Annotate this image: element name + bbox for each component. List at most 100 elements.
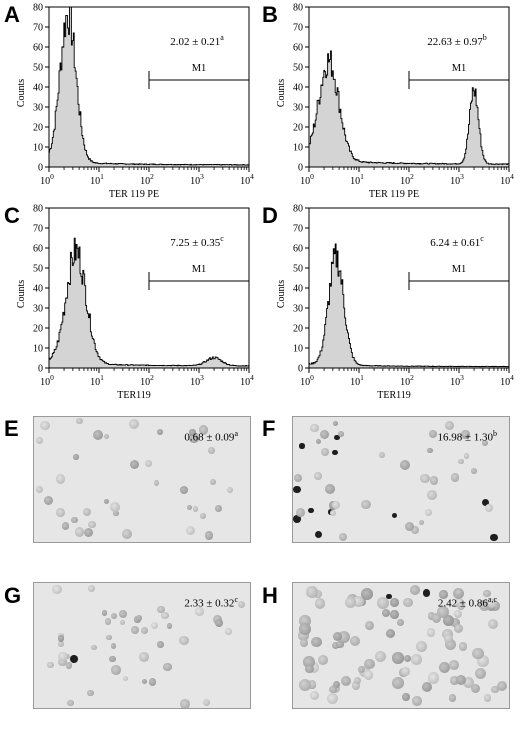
cell — [311, 637, 322, 648]
stained-cell — [293, 485, 301, 494]
cell — [375, 650, 387, 662]
stat-superscript-H: a,c — [487, 595, 497, 604]
cell — [424, 508, 432, 516]
cell — [497, 680, 508, 691]
micrograph-G: 2.33 ± 0.32c — [33, 582, 251, 709]
cell — [308, 662, 320, 673]
x-tick-exponent-A-4: 4 — [250, 172, 254, 181]
cell — [319, 429, 329, 440]
cell — [71, 516, 78, 523]
cell — [104, 499, 110, 505]
cell — [454, 610, 463, 619]
x-tick-exponent-B-0: 0 — [310, 172, 314, 181]
cell — [439, 590, 448, 599]
gate-stat-superscript-A: a — [220, 33, 224, 42]
x-tick-exponent-A-0: 0 — [50, 172, 54, 181]
cell — [310, 423, 319, 433]
y-tick-label-B-60: 60 — [293, 43, 303, 54]
cell — [332, 631, 342, 641]
gate-stat-D: 6.24 ± 0.61c — [430, 234, 484, 249]
cell — [377, 597, 389, 609]
x-tick-base-D: 10 — [450, 377, 460, 388]
cell — [87, 690, 94, 697]
cell — [92, 429, 103, 440]
x-tick-exponent-D-0: 0 — [310, 373, 314, 382]
cell — [141, 626, 149, 635]
x-tick-base-A: 10 — [90, 176, 100, 187]
cell — [299, 615, 311, 627]
stained-cell — [422, 588, 431, 597]
cell — [450, 473, 460, 482]
cell — [111, 643, 117, 649]
cell — [458, 641, 468, 651]
x-tick-label-C-4: 104 — [240, 373, 254, 388]
cell — [415, 640, 427, 652]
cell — [420, 473, 431, 484]
gate-label-B: M1 — [452, 63, 467, 74]
x-tick-exponent-A-2: 2 — [150, 172, 154, 181]
y-axis-title-C: Counts — [16, 280, 27, 308]
gate-label-C: M1 — [192, 264, 207, 275]
cell — [303, 656, 315, 668]
cell — [349, 635, 360, 647]
micrograph-H: 2.42 ± 0.86a,c — [292, 582, 510, 709]
y-tick-label-D-30: 30 — [293, 304, 303, 315]
y-tick-label-D-20: 20 — [293, 324, 303, 335]
y-tick-label-B-20: 20 — [293, 123, 303, 134]
cell — [331, 641, 340, 649]
gate-stat-value-D: 6.24 ± 0.61 — [430, 237, 480, 249]
x-tick-base-C: 10 — [90, 377, 100, 388]
cell — [403, 655, 411, 663]
cell — [364, 658, 375, 670]
y-tick-label-B-80: 80 — [293, 3, 303, 14]
y-tick-label-D-60: 60 — [293, 244, 303, 255]
x-tick-label-B-4: 104 — [500, 172, 514, 187]
stained-cell — [293, 515, 301, 523]
x-tick-base-D: 10 — [500, 377, 510, 388]
cell — [450, 676, 460, 685]
cell — [437, 606, 449, 618]
cell — [456, 601, 465, 610]
cell — [315, 438, 321, 444]
stained-cell — [392, 513, 398, 519]
x-tick-label-A-4: 104 — [240, 172, 254, 187]
cell — [87, 585, 96, 593]
y-tick-label-D-50: 50 — [293, 264, 303, 275]
cell — [360, 588, 373, 601]
cell — [57, 640, 64, 647]
gate-label-A: M1 — [192, 63, 207, 74]
cell — [429, 430, 438, 439]
x-tick-exponent-A-1: 1 — [100, 172, 104, 181]
cell — [227, 486, 234, 493]
y-tick-label-B-30: 30 — [293, 103, 303, 114]
cell — [399, 460, 410, 471]
cell — [353, 676, 362, 684]
x-tick-exponent-C-2: 2 — [150, 373, 154, 382]
stained-cell — [386, 593, 393, 600]
x-axis-title-B: TER 119 PE — [369, 189, 419, 200]
cell — [336, 640, 345, 649]
x-tick-base-A: 10 — [140, 176, 150, 187]
y-tick-label-C-20: 20 — [33, 324, 43, 335]
histogram-area-B — [308, 50, 510, 168]
cell — [57, 635, 65, 642]
cell — [470, 683, 481, 694]
y-axis-title-D: Counts — [276, 280, 287, 308]
cell — [379, 452, 386, 459]
cell — [401, 667, 411, 677]
cell — [112, 510, 119, 517]
cell — [340, 675, 352, 686]
stat-superscript-F: b — [493, 429, 497, 438]
cell — [461, 430, 470, 439]
cell — [136, 614, 142, 621]
x-tick-exponent-D-1: 1 — [360, 373, 364, 382]
stat-value-F: 16.98 ± 1.30 — [437, 431, 493, 444]
cell — [122, 676, 128, 682]
cell — [427, 628, 436, 637]
stained-cell — [308, 507, 314, 514]
x-tick-exponent-B-3: 3 — [460, 172, 464, 181]
cell — [88, 520, 96, 529]
cell — [427, 672, 440, 684]
cell — [144, 460, 152, 468]
y-tick-label-C-70: 70 — [33, 224, 43, 235]
